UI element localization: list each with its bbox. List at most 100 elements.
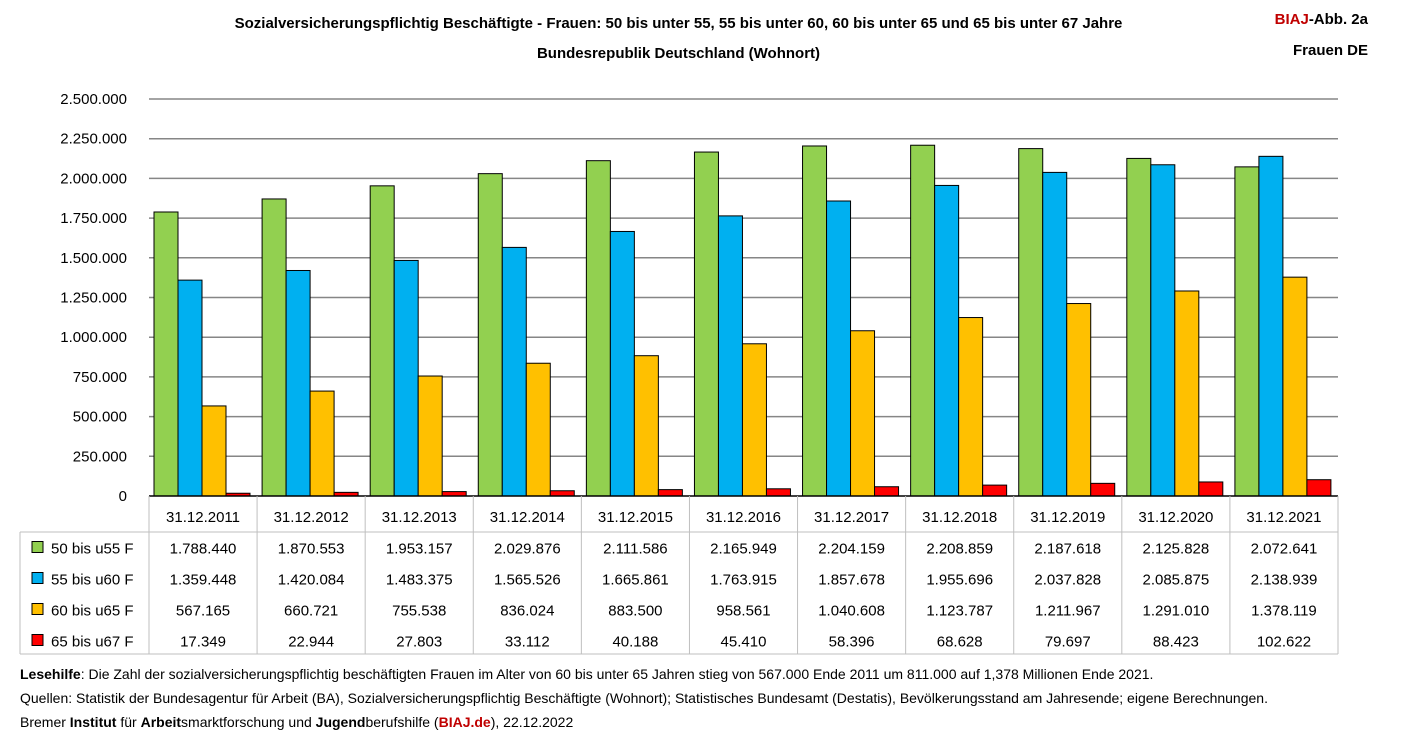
table-value: 2.037.828 [1034,572,1101,589]
y-tick-label: 1.750.000 [60,210,127,227]
bar-1 [1018,148,1044,497]
sources-note: Quellen: Statistik der Bundesagentur für… [20,690,1268,706]
table-value: 79.697 [1045,634,1091,651]
table-value: 27.803 [396,634,442,651]
bar-3 [850,330,876,497]
bar-1 [693,151,719,497]
table-value: 958.561 [716,603,770,620]
table-value: 1.857.678 [818,572,885,589]
category-label: 31.12.2021 [1246,509,1321,526]
table-value: 836.024 [500,603,554,620]
table-value: 40.188 [612,634,658,651]
chart-title: Sozialversicherungspflichtig Beschäftigt… [234,15,1123,32]
category-label: 31.12.2019 [1030,509,1105,526]
y-tick-label: 2.000.000 [60,170,127,187]
badge-figure-number: -Abb. 2a [1308,11,1368,28]
bar-2 [609,230,635,497]
publisher-text: für [116,714,141,730]
biaj-link[interactable]: BIAJ.de [438,714,491,730]
table-value: 2.138.939 [1251,572,1318,589]
y-tick-label: 1.000.000 [60,329,127,346]
bar-4 [982,484,1008,497]
bar-3 [741,343,767,497]
publisher-bold: Jugend [315,714,366,730]
table-value: 660.721 [284,603,338,620]
table-value: 1.483.375 [386,572,453,589]
bar-2 [934,184,960,497]
publisher-text: berufshilfe ( [365,714,439,730]
table-value: 2.125.828 [1142,541,1209,558]
table-value: 2.187.618 [1034,541,1101,558]
bar-2 [826,200,852,497]
bar-1 [802,145,828,497]
publisher-note: Bremer Institut für Arbeitsmarktforschun… [20,714,573,730]
y-tick-label: 2.250.000 [60,131,127,148]
bar-2 [393,259,419,497]
bar-2 [1042,171,1068,497]
bar-3 [958,317,984,497]
table-value: 88.423 [1153,634,1199,651]
legend-label: 65 bis u67 F [51,634,134,651]
bar-2 [285,269,311,497]
bar-2 [717,215,743,497]
table-value: 755.538 [392,603,446,620]
table-value: 1.953.157 [386,541,453,558]
category-label: 31.12.2015 [598,509,673,526]
category-label: 31.12.2014 [490,509,565,526]
bar-4 [874,486,900,497]
bar-3 [309,390,335,497]
table-value: 17.349 [180,634,226,651]
table-value: 1.763.915 [710,572,777,589]
bar-3 [1066,303,1092,497]
table-value: 2.208.859 [926,541,993,558]
bar-1 [153,211,179,497]
table-value: 2.204.159 [818,541,885,558]
table-value: 2.111.586 [603,541,668,558]
table-value: 1.420.084 [278,572,345,589]
bar-2 [1258,155,1284,497]
table-value: 33.112 [505,634,550,651]
legend-key [31,634,44,646]
table-value: 1.870.553 [278,541,345,558]
table-value: 1.040.608 [818,603,885,620]
publisher-bold: Arbeit [140,714,182,730]
bar-1 [477,173,503,497]
y-tick-label: 1.250.000 [60,290,127,307]
reading-help-text: : Die Zahl der sozialversicherungspflich… [80,666,1154,682]
bar-2 [501,246,527,497]
table-value: 22.944 [288,634,334,651]
category-label: 31.12.2013 [382,509,457,526]
bar-2 [177,279,203,497]
bar-chart: 0 250.000 500.000 750.000 1.000.000 1.250.000… [19,91,1339,655]
publisher-date: ), 22.12.2022 [490,714,574,730]
bar-4 [657,489,683,497]
bar-1 [1126,157,1152,497]
y-tick-label: 0 [119,488,127,505]
legend-key [31,572,44,584]
bar-1 [585,160,611,497]
bar-4 [549,490,575,497]
category-label: 31.12.2017 [814,509,889,526]
legend-label: 55 bis u60 F [51,572,134,589]
table-value: 2.165.949 [710,541,777,558]
bar-3 [417,375,443,497]
table-value: 1.565.526 [494,572,561,589]
table-value: 567.165 [176,603,230,620]
figure-badge-subtitle: Frauen DE [1292,42,1368,59]
bar-2 [1150,164,1176,497]
bar-3 [201,405,227,497]
bar-1 [369,185,395,497]
chart-subtitle: Bundesrepublik Deutschland (Wohnort) [536,45,821,62]
table-value: 1.665.861 [602,572,669,589]
bar-4 [765,488,791,497]
category-label: 31.12.2016 [706,509,781,526]
table-value: 1.291.010 [1142,603,1209,620]
table-value: 68.628 [937,634,983,651]
table-value: 2.072.641 [1251,541,1318,558]
publisher-text: smarktforschung und [181,714,316,730]
table-value: 1.359.448 [170,572,237,589]
figure-badge: BIAJ-Abb. 2a [1275,11,1368,28]
table-value: 45.410 [721,634,767,651]
bar-1 [261,198,287,497]
table-value: 1.955.696 [926,572,993,589]
